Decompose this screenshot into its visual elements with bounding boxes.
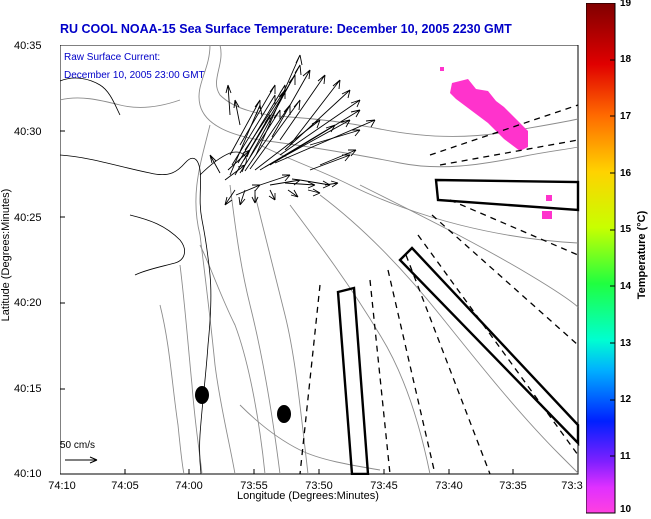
y-tick-label: 40:25 bbox=[14, 212, 42, 224]
x-tick-label: 73:55 bbox=[240, 480, 268, 492]
x-axis-label: Longitude (Degrees:Minutes) bbox=[237, 490, 379, 502]
colorbar-tick-label: 19 bbox=[620, 0, 632, 9]
y-axis-label: Latitude (Degrees:Minutes) bbox=[0, 188, 12, 322]
station-marker bbox=[195, 386, 209, 404]
x-tick-label: 73:45 bbox=[370, 480, 398, 492]
y-axis-label-wrap: Latitude (Degrees:Minutes) bbox=[0, 0, 12, 519]
sst-patches bbox=[440, 67, 552, 219]
colorbar bbox=[586, 3, 616, 514]
x-tick-label: 74:00 bbox=[175, 480, 203, 492]
map-title: RU COOL NOAA-15 Sea Surface Temperature:… bbox=[60, 22, 512, 36]
x-tick-label: 73:35 bbox=[499, 480, 527, 492]
colorbar-tick-label: 16 bbox=[620, 168, 632, 179]
axis-ticks bbox=[60, 130, 514, 474]
colorbar-tick-label: 17 bbox=[620, 111, 632, 122]
colorbar-title: Temperature (°C) bbox=[636, 210, 648, 300]
transect-boxes bbox=[336, 178, 580, 475]
x-tick-label: 73:50 bbox=[305, 480, 333, 492]
y-tick-label: 40:30 bbox=[14, 126, 42, 138]
station-marker bbox=[277, 405, 291, 423]
colorbar-tick-label: 11 bbox=[620, 451, 631, 462]
scale-arrow bbox=[65, 456, 98, 464]
colorbar-gradient bbox=[586, 3, 616, 514]
x-tick-label: 74:10 bbox=[48, 480, 76, 492]
scale-label: 50 cm/s bbox=[60, 440, 96, 451]
legend-line-1: Raw Surface Current: bbox=[64, 52, 161, 63]
x-tick-label: 74:05 bbox=[111, 480, 139, 492]
y-tick-label: 40:35 bbox=[14, 40, 42, 52]
colorbar-tick-label: 10 bbox=[620, 504, 632, 515]
y-tick-label: 40:10 bbox=[14, 468, 42, 480]
y-tick-label: 40:15 bbox=[14, 383, 42, 395]
bathymetry-contours bbox=[60, 45, 579, 475]
colorbar-tick-label: 18 bbox=[620, 54, 632, 65]
legend-line-2: December 10, 2005 23:00 GMT bbox=[64, 70, 205, 81]
colorbar-tick-label: 13 bbox=[620, 338, 632, 349]
colorbar-tick-label: 14 bbox=[620, 281, 632, 292]
colorbar-tick-label: 15 bbox=[620, 224, 632, 235]
y-tick-label: 40:20 bbox=[14, 297, 42, 309]
surface-current-vectors bbox=[209, 54, 376, 206]
x-tick-label: 73:40 bbox=[435, 480, 463, 492]
colorbar-ticks bbox=[610, 59, 615, 457]
colorbar-tick-label: 12 bbox=[620, 394, 632, 405]
x-tick-label: 73:3 bbox=[561, 480, 583, 492]
survey-lines bbox=[299, 104, 579, 475]
map-canvas bbox=[60, 45, 580, 475]
